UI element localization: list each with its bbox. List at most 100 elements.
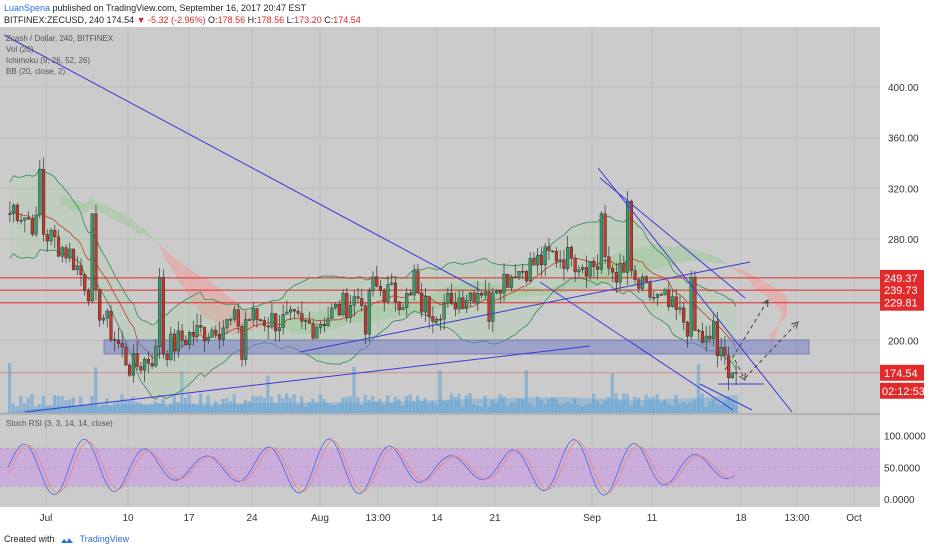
- candle-body: [378, 285, 383, 291]
- volume-bar: [371, 395, 375, 413]
- kumo-segment: [719, 258, 724, 264]
- candle-body: [285, 311, 289, 315]
- kumo-segment: [154, 240, 158, 245]
- candle-body: [262, 320, 267, 327]
- volume-bar: [71, 397, 75, 413]
- candle-body: [607, 256, 611, 269]
- tradingview-brand[interactable]: TradingView: [79, 534, 130, 544]
- volume-bar: [273, 403, 278, 413]
- candle-body: [494, 290, 499, 294]
- close-value: 174.54: [333, 15, 361, 25]
- candle-body: [644, 276, 648, 282]
- candle-body: [625, 200, 630, 273]
- trendline: [699, 383, 753, 411]
- candle-body: [161, 276, 165, 355]
- legend-ichimoku[interactable]: Ichimoku (9, 26, 52, 26): [6, 56, 90, 65]
- x-tick-label: Jul: [40, 513, 53, 524]
- volume-bar: [251, 395, 255, 413]
- candle-body: [19, 219, 23, 222]
- stoch-d-line: [7, 440, 735, 494]
- volume-bar: [393, 397, 397, 413]
- candle-body: [667, 289, 671, 307]
- stoch-tick-label: 50.0000: [884, 463, 921, 474]
- volume-bar: [37, 404, 42, 413]
- volume-bar: [401, 405, 405, 413]
- volume-bar: [442, 401, 446, 413]
- candle-body: [225, 319, 229, 329]
- last-price-tag-bg: [880, 364, 924, 381]
- candle-body: [34, 214, 38, 235]
- candle-body: [101, 317, 106, 321]
- volume-bar: [588, 403, 592, 413]
- kumo-segment: [386, 304, 390, 319]
- candle-body: [289, 309, 293, 313]
- kumo-segment: [689, 247, 694, 262]
- candle-body: [259, 319, 263, 321]
- kumo-segment: [767, 283, 772, 302]
- candle-body: [678, 307, 682, 310]
- bb-basis: [9, 208, 737, 359]
- price-tag-bg: [880, 269, 924, 286]
- candle-body: [113, 339, 117, 341]
- volume-bar: [277, 393, 281, 413]
- candle-body: [345, 293, 349, 318]
- legend-vol[interactable]: Vol (20): [6, 45, 34, 54]
- candle-body: [405, 293, 409, 308]
- price-tag-text: 229.81: [884, 298, 918, 310]
- price-tag-bg: [880, 294, 924, 311]
- x-tick-label: 11: [647, 513, 658, 524]
- kumo-segment: [120, 212, 125, 225]
- x-tick-label: 21: [489, 513, 501, 524]
- author-link[interactable]: LuanSpena: [4, 3, 51, 13]
- chart-svg[interactable]: Jul 10 17 24 Aug 13:00 14 21 Sep 11 18 13:00 Oct 400.…: [0, 27, 932, 528]
- time-axis[interactable]: [0, 507, 932, 528]
- kumo-segment: [696, 250, 701, 261]
- legend-bb[interactable]: BB (20, close, 2): [6, 67, 65, 76]
- kumo-segment: [756, 277, 761, 293]
- kumo-segment: [191, 270, 196, 306]
- candle-body: [509, 276, 514, 288]
- stoch-k-line: [7, 438, 735, 496]
- kumo-segment: [771, 285, 776, 305]
- kumo-segment: [288, 318, 293, 334]
- candle-body: [292, 309, 296, 312]
- kumo-segment: [524, 286, 529, 297]
- volume-bar: [554, 399, 558, 413]
- volume-bar: [633, 397, 637, 413]
- kumo-segment: [105, 204, 110, 218]
- trendlines[interactable]: [3, 34, 793, 413]
- volume-bar: [60, 395, 64, 413]
- candle-body: [393, 282, 398, 303]
- volume-bar: [446, 400, 450, 413]
- volume-bar: [460, 406, 465, 413]
- legend-title[interactable]: Zcash / Dollar, 240, BITFINEX: [6, 34, 114, 43]
- volume-bar: [228, 400, 233, 413]
- candle-body: [532, 258, 536, 266]
- volume-bar: [131, 396, 135, 413]
- candle-body: [502, 273, 506, 294]
- price-level-tag: 229.81: [880, 294, 924, 311]
- kumo-segment: [374, 305, 379, 321]
- candle-body: [427, 296, 431, 317]
- trendline: [24, 345, 591, 413]
- candle-body: [38, 169, 42, 216]
- volume-bar: [569, 403, 573, 413]
- stoch-tick-label: 100.0000: [884, 432, 926, 443]
- candle-body: [386, 284, 390, 302]
- candle-body: [487, 291, 491, 322]
- price-axis[interactable]: [880, 27, 932, 507]
- volume-bar: [26, 397, 30, 413]
- candle-body: [596, 266, 600, 270]
- legend-stoch[interactable]: Stoch RSI (3, 3, 14, 14, close): [6, 419, 113, 428]
- kumo-segment: [213, 284, 218, 329]
- volume-bar: [326, 402, 330, 413]
- candle-body: [41, 169, 46, 235]
- volume-bar: [213, 401, 218, 413]
- kumo-segment: [161, 247, 166, 260]
- kumo-segment: [775, 288, 780, 309]
- volume-bar: [94, 367, 98, 413]
- candle-body: [173, 333, 177, 352]
- kumo-segment: [738, 269, 742, 274]
- high-value: 178.56: [256, 15, 285, 25]
- projection-arrow: [734, 359, 746, 381]
